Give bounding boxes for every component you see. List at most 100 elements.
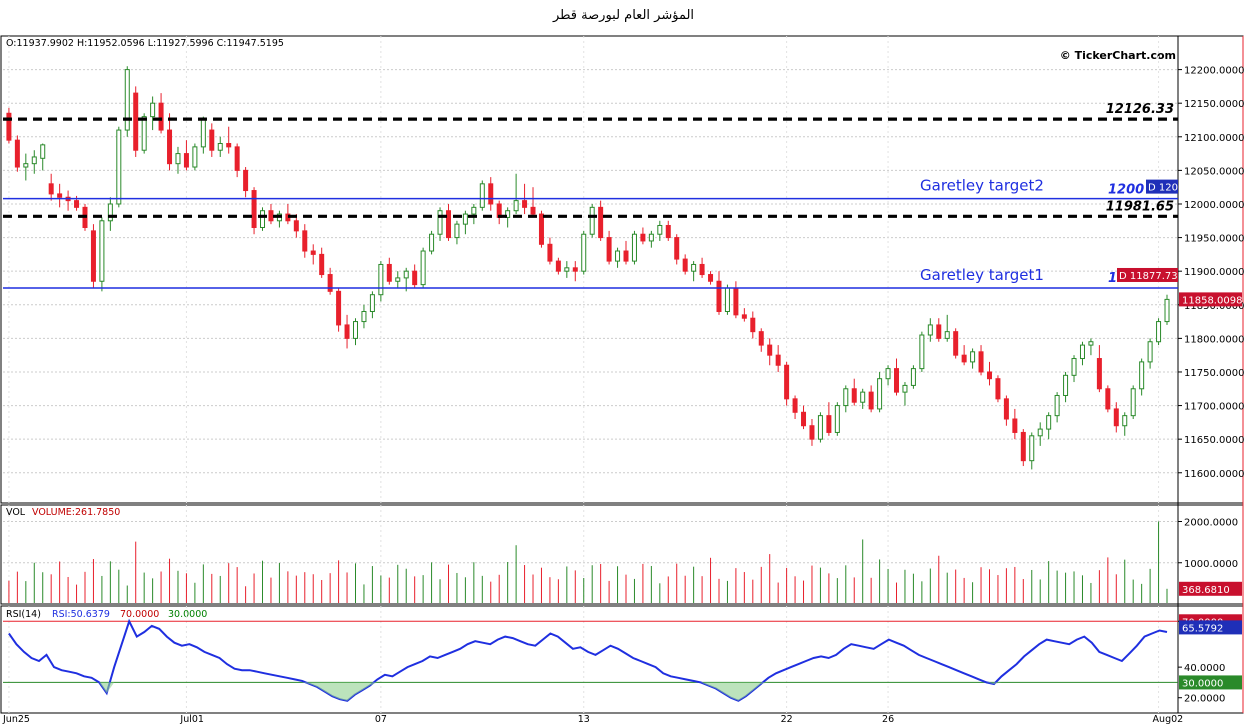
- candle-body: [1079, 344, 1085, 360]
- rsi-lower-box: [1179, 675, 1242, 690]
- candle-body: [395, 277, 401, 282]
- price-tick-label: 12100.0000: [1184, 133, 1244, 144]
- rsi-tick-label: 40.0000: [1184, 663, 1225, 674]
- candle-body: [648, 233, 654, 242]
- candle-body: [868, 391, 874, 410]
- candle-body: [910, 368, 916, 386]
- candle-body: [530, 206, 536, 215]
- x-tick-label: 07: [375, 714, 387, 725]
- candle-body: [877, 378, 883, 410]
- volume-tick-label: 1000.0000: [1184, 559, 1238, 570]
- price-tick-label: 11600.0000: [1184, 469, 1244, 480]
- candle-body: [310, 250, 316, 255]
- target1-box: [1117, 267, 1178, 282]
- candle-body: [809, 425, 815, 440]
- candle-body: [860, 391, 866, 403]
- candle-body: [978, 351, 984, 373]
- candle-body: [445, 210, 451, 239]
- x-tick-label: 26: [882, 714, 894, 725]
- price-panel-frame: [0, 35, 1244, 504]
- candle-body: [623, 250, 629, 262]
- candle-body: [919, 334, 925, 370]
- candle-body: [885, 368, 891, 380]
- candle-body: [741, 314, 747, 319]
- candle-body: [454, 223, 460, 239]
- candle-body: [986, 371, 992, 380]
- candle-body: [555, 260, 561, 272]
- rsi-line: [8, 618, 1168, 702]
- candle-body: [606, 237, 612, 262]
- rsi-oversold-fill: [99, 682, 115, 694]
- candle-body: [437, 210, 443, 235]
- candle-body: [547, 243, 553, 262]
- candle-body: [378, 263, 384, 296]
- volume-tick-label: 2000.0000: [1184, 518, 1238, 529]
- candle-body: [133, 92, 139, 151]
- candle-body: [572, 267, 578, 272]
- rsi-header-label: RSI(14): [6, 609, 41, 620]
- candle-body: [581, 233, 587, 272]
- candle-body: [750, 317, 756, 333]
- x-tick-label: Jun25: [2, 714, 30, 725]
- candle-body: [420, 250, 426, 286]
- candle-body: [902, 384, 908, 393]
- price-tick-label: 11750.0000: [1184, 368, 1244, 379]
- candle-body: [1003, 398, 1009, 420]
- candle-body: [302, 230, 308, 252]
- rsi-header-value: RSI:50.6379: [52, 609, 110, 620]
- candle-body: [826, 415, 832, 433]
- candle-body: [429, 233, 435, 252]
- candle-body: [792, 398, 798, 413]
- candle-body: [758, 331, 764, 346]
- candle-body: [640, 233, 646, 242]
- price-tick-label: 12150.0000: [1184, 99, 1244, 110]
- candle-body: [386, 263, 392, 282]
- candle-body: [995, 378, 1001, 400]
- candle-body: [462, 213, 468, 225]
- candle-body: [74, 200, 80, 208]
- candle-body: [699, 263, 705, 276]
- price-tick-label: 12050.0000: [1184, 166, 1244, 177]
- candle-body: [1096, 358, 1102, 390]
- candle-body: [158, 102, 164, 131]
- x-tick-label: 22: [781, 714, 793, 725]
- candle-body: [970, 351, 976, 363]
- candle-body: [724, 287, 730, 312]
- volume-header-label: VOL: [6, 507, 26, 518]
- candle-body: [615, 250, 621, 262]
- candle-body: [1012, 418, 1018, 433]
- candle-body: [40, 144, 46, 159]
- candle-body: [733, 287, 739, 316]
- candle-body: [1037, 428, 1043, 437]
- candle-body: [234, 146, 240, 171]
- candle-body: [691, 263, 697, 272]
- candle-body: [1122, 415, 1128, 427]
- rsi-panel-frame: [0, 605, 1244, 714]
- candle-body: [124, 69, 130, 131]
- candle-body: [936, 324, 942, 339]
- volume-last-label: 368.6810: [1182, 585, 1230, 596]
- rsi-last-label: 65.5792: [1182, 623, 1223, 634]
- candle-body: [336, 290, 342, 326]
- candle-body: [953, 331, 959, 356]
- ohlc-header: O:11937.9902 H:11952.0596 L:11927.5996 C…: [6, 38, 284, 49]
- candle-body: [192, 146, 198, 168]
- candle-body: [665, 224, 671, 239]
- candle-body: [471, 206, 477, 215]
- candle-body: [505, 210, 511, 218]
- price-tick-label: 11900.0000: [1184, 267, 1244, 278]
- candle-body: [1071, 358, 1077, 376]
- candle-body: [6, 112, 12, 141]
- volume-last-box: [1179, 581, 1242, 596]
- dashed-level-label: 12126.33: [1106, 102, 1174, 117]
- candle-body: [767, 344, 773, 356]
- price-tick-label: 12000.0000: [1184, 200, 1244, 211]
- candle-body: [598, 206, 604, 239]
- target2-box-label: D 120: [1148, 183, 1178, 194]
- candle-body: [851, 388, 857, 403]
- candle-body: [353, 321, 358, 339]
- rsi-header-upper: 70.0000: [120, 609, 159, 620]
- candle-body: [1139, 361, 1145, 390]
- candle-body: [1147, 341, 1153, 363]
